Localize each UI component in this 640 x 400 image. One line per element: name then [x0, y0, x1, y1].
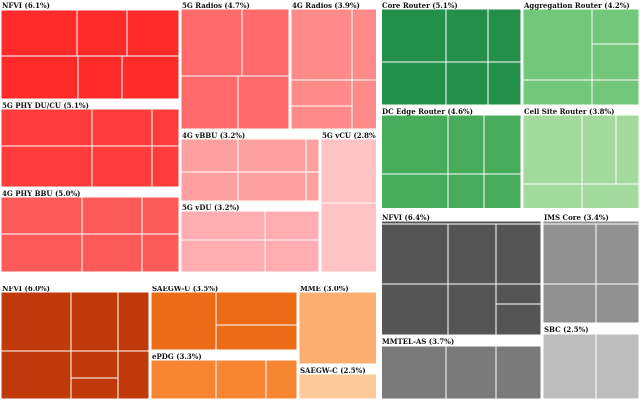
- tile-label-band: [381, 107, 521, 116]
- tile-label-band: [1, 1, 179, 10]
- tile-label-band: [181, 131, 319, 140]
- tile-label: IMS Core (3.4%): [544, 213, 609, 222]
- treemap-tile: [148, 281, 300, 353]
- treemap-tile: [0, 281, 152, 400]
- tile-label: SAEGW-U (3.5%): [152, 284, 218, 293]
- treemap-group: Core Router (5.1%) Aggregation Router (4.…: [378, 0, 640, 214]
- treemap-tile: [520, 0, 640, 108]
- tile-label-band: [299, 366, 379, 375]
- tile-label: 4G vBBU (3.2%): [182, 131, 245, 140]
- treemap-tile: [378, 0, 524, 108]
- tile-label-band: [543, 213, 639, 222]
- tile-label-band: [1, 101, 179, 110]
- treemap-tile: [0, 98, 182, 190]
- tile-label-band: [299, 284, 379, 293]
- tile-label: SAEGW-C (2.5%): [300, 366, 366, 375]
- group-separator: [0, 278, 380, 286]
- tile-label-band: [291, 1, 379, 10]
- tile-label: 4G PHY BBU (5.0%): [2, 189, 80, 198]
- treemap-tile: [378, 104, 524, 214]
- tile-label-band: [181, 203, 319, 212]
- tile-label: 5G vDU (3.2%): [182, 203, 239, 212]
- treemap-tile: [520, 104, 640, 214]
- tile-label: SBC (2.5%): [544, 325, 589, 334]
- treemap-tile: [540, 210, 640, 326]
- tile-label-band: [1, 284, 149, 293]
- treemap-tile: [178, 0, 292, 132]
- treemap-tile: [0, 0, 182, 102]
- tile-label: DC Edge Router (4.6%): [382, 107, 473, 116]
- group-separator: [380, 208, 640, 214]
- tile-label-band: [1, 189, 179, 198]
- treemap-group: NFVI (6.4%) IMS Core (3.4%) MMTEL-AS (3.7%…: [378, 210, 640, 400]
- treemap-tile: [178, 200, 322, 275]
- treemap-group: NFVI (6.1%) 5G PHY DU/CU (5.1%) 4G PHY BBU…: [0, 0, 382, 275]
- tile-label: MMTEL-AS (3.7%): [382, 337, 454, 346]
- tile-label-band: [321, 131, 379, 140]
- treemap-tile: [296, 281, 382, 367]
- treemap-tile: [318, 128, 382, 275]
- tile-label-band: [523, 107, 639, 116]
- treemap-group: NFVI (6.0%) SAEGW-U (3.5%) ePDG (3.3%) MME …: [0, 281, 382, 400]
- tile-label-band: [543, 325, 639, 334]
- tile-label-band: [381, 1, 521, 10]
- tile-label: NFVI (6.0%): [2, 284, 50, 293]
- tile-label: 4G Radios (3.9%): [292, 1, 360, 10]
- tile-label: 5G Radios (4.7%): [182, 1, 250, 10]
- treemap-tile: [0, 186, 182, 275]
- treemap-tile: [178, 128, 322, 204]
- treemap-tile: [378, 210, 544, 338]
- tile-label-band: [381, 337, 541, 346]
- tile-label: ePDG (3.3%): [152, 352, 202, 361]
- tile-label: MME (3.0%): [300, 284, 349, 293]
- tile-label-band: [381, 213, 541, 222]
- group-separator: [376, 0, 382, 400]
- tile-label: Aggregation Router (4.2%): [523, 1, 630, 10]
- tile-label: NFVI (6.4%): [382, 213, 430, 222]
- treemap-tile: [288, 0, 382, 132]
- treemap-tile: [540, 322, 640, 400]
- tile-label-band: [523, 1, 639, 10]
- treemap-tile: [378, 334, 544, 400]
- tile-label: Cell Site Router (3.8%): [524, 107, 614, 116]
- tile-label-band: [151, 352, 297, 361]
- tile-label: 5G vCU (2.8%): [322, 131, 379, 140]
- tile-label-band: [181, 1, 289, 10]
- treemap-cell: [595, 333, 640, 400]
- tile-label: 5G PHY DU/CU (5.1%): [2, 101, 89, 110]
- tile-label: Core Router (5.1%): [382, 1, 458, 10]
- tile-label: NFVI (6.1%): [2, 1, 50, 10]
- tile-label-band: [151, 284, 297, 293]
